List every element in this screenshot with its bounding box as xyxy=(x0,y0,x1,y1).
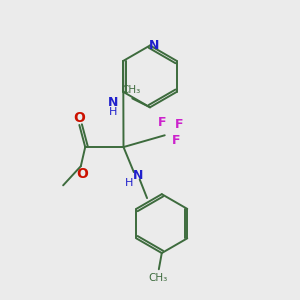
Text: N: N xyxy=(133,169,143,182)
Text: F: F xyxy=(172,134,180,147)
Text: H: H xyxy=(109,107,117,117)
Text: N: N xyxy=(108,96,118,109)
Text: CH₃: CH₃ xyxy=(121,85,140,95)
Text: N: N xyxy=(149,39,160,52)
Text: F: F xyxy=(175,118,183,131)
Text: CH₃: CH₃ xyxy=(148,273,168,283)
Text: O: O xyxy=(74,111,85,124)
Text: F: F xyxy=(158,116,166,129)
Text: H: H xyxy=(125,178,134,188)
Text: O: O xyxy=(76,167,88,182)
